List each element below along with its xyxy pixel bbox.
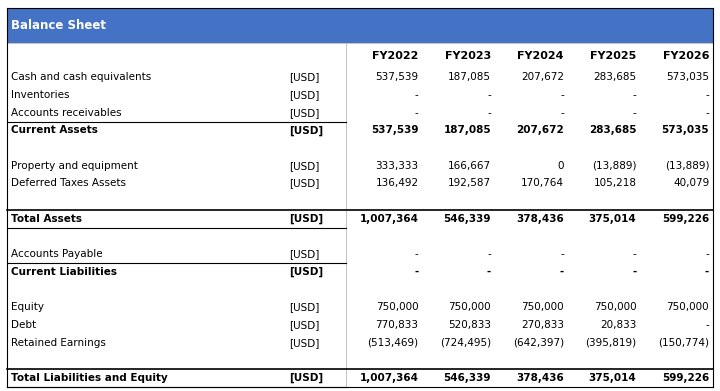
Text: [USD]: [USD]	[289, 320, 320, 330]
Text: 166,667: 166,667	[448, 161, 491, 171]
Text: 1,007,364: 1,007,364	[359, 373, 418, 383]
Text: 520,833: 520,833	[448, 320, 491, 330]
Text: 750,000: 750,000	[667, 302, 709, 312]
Text: -: -	[559, 267, 564, 277]
Text: 573,035: 573,035	[666, 72, 709, 82]
Text: [USD]: [USD]	[289, 161, 320, 171]
Text: [USD]: [USD]	[289, 72, 320, 82]
Text: 546,339: 546,339	[444, 214, 491, 224]
Text: 375,014: 375,014	[589, 373, 636, 383]
Text: Inventories: Inventories	[11, 90, 69, 100]
Text: -: -	[414, 267, 418, 277]
Text: 192,587: 192,587	[448, 179, 491, 188]
Text: [USD]: [USD]	[289, 214, 323, 224]
Text: 770,833: 770,833	[376, 320, 418, 330]
Text: [USD]: [USD]	[289, 108, 320, 118]
Text: -: -	[632, 267, 636, 277]
Text: 378,436: 378,436	[516, 214, 564, 224]
Text: -: -	[633, 249, 636, 259]
Text: Total Assets: Total Assets	[11, 214, 82, 224]
Text: FY2023: FY2023	[445, 51, 491, 61]
Text: 207,672: 207,672	[516, 126, 564, 135]
Text: 105,218: 105,218	[593, 179, 636, 188]
Text: Retained Earnings: Retained Earnings	[11, 338, 106, 348]
Text: -: -	[706, 108, 709, 118]
Text: 333,333: 333,333	[375, 161, 418, 171]
Text: 0: 0	[557, 161, 564, 171]
Text: FY2022: FY2022	[372, 51, 418, 61]
Text: [USD]: [USD]	[289, 338, 320, 348]
Text: 170,764: 170,764	[521, 179, 564, 188]
Text: -: -	[705, 267, 709, 277]
Text: -: -	[487, 249, 491, 259]
Text: (13,889): (13,889)	[592, 161, 636, 171]
Text: -: -	[706, 320, 709, 330]
Text: (642,397): (642,397)	[513, 338, 564, 348]
Text: -: -	[415, 108, 418, 118]
Text: -: -	[706, 249, 709, 259]
Bar	[7, 8, 713, 43]
Text: 599,226: 599,226	[662, 373, 709, 383]
Text: FY2025: FY2025	[590, 51, 636, 61]
Text: Total Liabilities and Equity: Total Liabilities and Equity	[11, 373, 168, 383]
Text: 40,079: 40,079	[673, 179, 709, 188]
Text: -: -	[560, 108, 564, 118]
Text: 187,085: 187,085	[448, 72, 491, 82]
Text: [USD]: [USD]	[289, 179, 320, 188]
Text: Current Liabilities: Current Liabilities	[11, 267, 117, 277]
Text: -: -	[487, 267, 491, 277]
Text: 270,833: 270,833	[521, 320, 564, 330]
Text: 750,000: 750,000	[449, 302, 491, 312]
Text: 537,539: 537,539	[375, 72, 418, 82]
Text: -: -	[415, 90, 418, 100]
Text: [USD]: [USD]	[289, 90, 320, 100]
Text: Accounts Payable: Accounts Payable	[11, 249, 102, 259]
Text: Debt: Debt	[11, 320, 36, 330]
Text: (724,495): (724,495)	[440, 338, 491, 348]
Text: -: -	[415, 249, 418, 259]
Text: 537,539: 537,539	[371, 126, 418, 135]
Text: 750,000: 750,000	[376, 302, 418, 312]
Text: 546,339: 546,339	[444, 373, 491, 383]
Text: [USD]: [USD]	[289, 302, 320, 312]
Text: -: -	[706, 90, 709, 100]
Text: Property and equipment: Property and equipment	[11, 161, 138, 171]
Text: FY2026: FY2026	[662, 51, 709, 61]
Text: Equity: Equity	[11, 302, 44, 312]
Text: 20,833: 20,833	[600, 320, 636, 330]
Text: -: -	[487, 90, 491, 100]
Text: [USD]: [USD]	[289, 249, 320, 259]
Text: 283,685: 283,685	[589, 126, 636, 135]
Text: 750,000: 750,000	[521, 302, 564, 312]
Text: -: -	[633, 108, 636, 118]
Text: 283,685: 283,685	[593, 72, 636, 82]
Text: -: -	[633, 90, 636, 100]
Text: 187,085: 187,085	[444, 126, 491, 135]
Text: [USD]: [USD]	[289, 125, 323, 136]
Text: 375,014: 375,014	[589, 214, 636, 224]
Text: -: -	[487, 108, 491, 118]
Text: Current Assets: Current Assets	[11, 126, 98, 135]
Text: 750,000: 750,000	[594, 302, 636, 312]
Text: 136,492: 136,492	[375, 179, 418, 188]
Text: Balance Sheet: Balance Sheet	[11, 19, 106, 32]
Text: Deferred Taxes Assets: Deferred Taxes Assets	[11, 179, 126, 188]
Text: (13,889): (13,889)	[665, 161, 709, 171]
Text: 378,436: 378,436	[516, 373, 564, 383]
Text: 207,672: 207,672	[521, 72, 564, 82]
Text: 573,035: 573,035	[662, 126, 709, 135]
Text: Accounts receivables: Accounts receivables	[11, 108, 122, 118]
Text: (513,469): (513,469)	[367, 338, 418, 348]
Text: -: -	[560, 249, 564, 259]
Text: -: -	[560, 90, 564, 100]
Text: 1,007,364: 1,007,364	[359, 214, 418, 224]
Text: 599,226: 599,226	[662, 214, 709, 224]
Text: [USD]: [USD]	[289, 267, 323, 277]
Text: FY2024: FY2024	[518, 51, 564, 61]
Text: [USD]: [USD]	[289, 373, 323, 383]
Text: (150,774): (150,774)	[658, 338, 709, 348]
Text: (395,819): (395,819)	[585, 338, 636, 348]
Text: Cash and cash equivalents: Cash and cash equivalents	[11, 72, 151, 82]
